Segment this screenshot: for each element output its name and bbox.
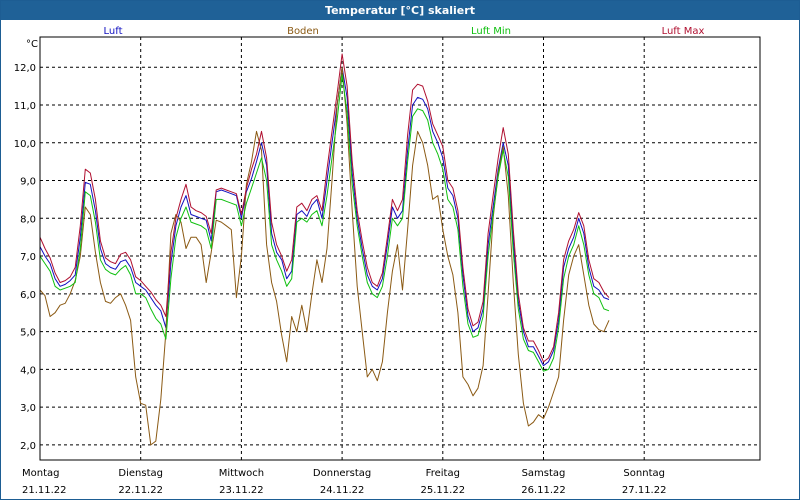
legend-item: Boden <box>287 26 319 37</box>
x-tick-day: Dienstag <box>118 468 163 479</box>
series-line-boden <box>39 66 610 446</box>
y-tick-label: 12,0 <box>14 63 36 74</box>
legend-item: Luft <box>104 26 123 37</box>
grid-lines <box>40 37 760 460</box>
x-tick-day: Donnerstag <box>313 468 371 479</box>
y-axis-label: °C <box>26 39 38 50</box>
window-title: Temperatur [°C] skaliert <box>1 1 799 20</box>
y-tick-label: 11,0 <box>14 101 36 112</box>
x-tick-day: Montag <box>22 468 59 479</box>
series-line-luft <box>39 66 610 367</box>
series-lines <box>39 53 610 446</box>
x-tick-date: 22.11.22 <box>118 485 163 496</box>
plot-area <box>39 36 761 461</box>
x-tick-date: 23.11.22 <box>219 485 264 496</box>
plot-border <box>39 36 761 461</box>
series-line-luft-max <box>39 53 610 363</box>
y-tick-label: 5,0 <box>20 328 36 339</box>
y-tick-label: 3,0 <box>20 403 36 414</box>
y-tick-label: 4,0 <box>20 365 36 376</box>
y-tick-label: 6,0 <box>20 290 36 301</box>
y-tick-label: 8,0 <box>20 214 36 225</box>
x-tick-day: Mittwoch <box>219 468 264 479</box>
x-tick-date: 24.11.22 <box>320 485 365 496</box>
legend-item: Luft Min <box>471 26 511 37</box>
y-tick-label: 10,0 <box>14 139 36 150</box>
x-tick-date: 25.11.22 <box>421 485 466 496</box>
x-tick-date: 26.11.22 <box>521 485 566 496</box>
y-tick-label: 2,0 <box>20 441 36 452</box>
x-tick-date: 21.11.22 <box>22 485 67 496</box>
x-tick-day: Samstag <box>522 468 566 479</box>
x-tick-day: Sonntag <box>623 468 665 479</box>
x-tick-day: Freitag <box>426 468 460 479</box>
y-tick-label: 9,0 <box>20 177 36 188</box>
series-line-luft-min <box>39 74 610 372</box>
legend-item: Luft Max <box>662 26 705 37</box>
x-tick-date: 27.11.22 <box>622 485 667 496</box>
axes: 2,0 3,0 4,0 5,0 6,0 7,0 8,0 9,0 10,0 11,0 12,0 °C Mo… <box>14 36 761 496</box>
legend: Luft Boden Luft Min Luft Max <box>104 26 705 37</box>
y-tick-label: 7,0 <box>20 252 36 263</box>
